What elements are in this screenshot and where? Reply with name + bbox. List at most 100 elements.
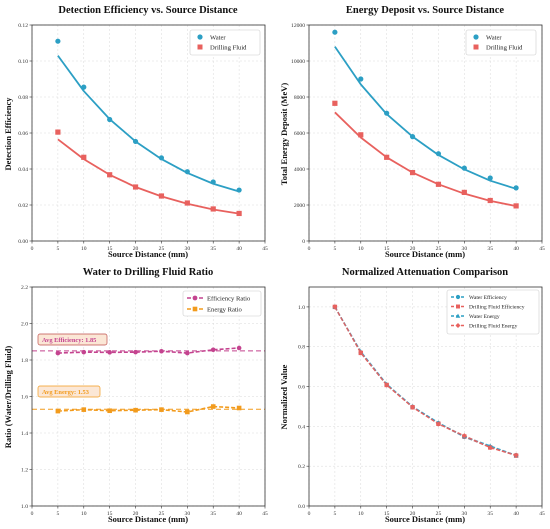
- x-tick-label: 20: [133, 246, 139, 252]
- x-tick-label: 5: [56, 511, 59, 517]
- legend-label-drilling-fluid-efficiency: Drilling Fluid Efficiency: [469, 304, 525, 311]
- legend-marker-water: [197, 34, 203, 40]
- point-drilling-fluid-energy: [487, 444, 493, 451]
- legend: Efficiency Ratio Energy Ratio: [182, 290, 262, 317]
- point-efficiency-ratio: [55, 350, 61, 356]
- x-tick-label: 5: [56, 246, 59, 252]
- x-tick-label: 45: [262, 246, 268, 252]
- y-tick-label: 0.6: [298, 385, 305, 391]
- legend-marker-drilling-fluid: [197, 44, 203, 50]
- point-drilling-fluid-energy: [332, 304, 338, 310]
- point-water: [158, 155, 165, 161]
- x-tick-label: 45: [539, 246, 545, 252]
- legend-box: [446, 289, 540, 335]
- point-drilling-fluid-energy: [436, 421, 441, 427]
- panel-normalized-attenuation: Normalized Attenuation Comparison Source…: [279, 267, 545, 524]
- point-efficiency-ratio: [159, 348, 164, 354]
- chart-title: Normalized Attenuation Comparison: [342, 267, 508, 278]
- x-tick-label: 35: [487, 511, 493, 517]
- point-drilling-fluid: [461, 189, 467, 195]
- y-axis-label: Normalized Value: [279, 364, 289, 429]
- y-tick-label: 10000: [291, 59, 305, 65]
- x-axis-label: Source Distance (mm): [385, 514, 465, 524]
- legend-marker-drilling-fluid-energy: [455, 323, 461, 328]
- point-efficiency-ratio: [185, 350, 190, 356]
- x-tick-label: 40: [513, 246, 519, 252]
- y-tick-label: 1.0: [298, 305, 305, 311]
- x-tick-label: 5: [333, 246, 336, 252]
- point-water: [107, 116, 113, 123]
- point-drilling-fluid: [435, 181, 442, 187]
- x-tick-label: 25: [159, 511, 165, 517]
- x-tick-label: 30: [462, 246, 468, 252]
- fit-curve-water: [57, 55, 240, 193]
- point-drilling-fluid: [384, 154, 390, 160]
- point-energy-ratio: [107, 408, 112, 414]
- point-water: [513, 185, 519, 191]
- x-tick-label: 10: [81, 511, 87, 517]
- point-energy-ratio: [236, 405, 242, 411]
- series-line-efficiency-ratio: [57, 347, 240, 354]
- point-drilling-fluid: [487, 197, 493, 204]
- y-tick-label: 0.04: [18, 167, 28, 173]
- point-efficiency-ratio: [107, 350, 112, 355]
- point-water: [435, 151, 442, 157]
- annotation-box-avg-efficiency: [37, 333, 108, 346]
- y-tick-label: 0.8: [298, 345, 305, 351]
- grid: [31, 24, 266, 242]
- x-tick-label: 0: [308, 246, 311, 252]
- x-tick-label: 25: [159, 246, 165, 252]
- y-tick-label: 1.0: [21, 504, 28, 510]
- x-tick-label: 35: [210, 246, 216, 252]
- plot-frame: [308, 24, 543, 242]
- point-energy-ratio: [55, 408, 61, 414]
- point-energy-ratio: [133, 407, 138, 413]
- y-tick-label: 0: [302, 239, 305, 245]
- y-tick-label: 0.10: [18, 59, 28, 65]
- point-drilling-fluid: [184, 200, 190, 206]
- y-tick-label: 2.0: [21, 322, 28, 328]
- plot-frame: [31, 286, 266, 507]
- plot-marks: [332, 29, 519, 209]
- point-drilling-fluid: [132, 184, 139, 190]
- point-drilling-fluid-energy: [358, 349, 364, 356]
- point-water: [55, 38, 61, 44]
- point-energy-ratio: [185, 409, 190, 415]
- legend-box: [189, 29, 261, 56]
- y-tick-label: 0.02: [18, 203, 28, 209]
- point-drilling-fluid: [409, 170, 416, 176]
- x-tick-label: 25: [436, 246, 442, 252]
- x-tick-label: 40: [513, 511, 519, 517]
- x-tick-label: 25: [436, 511, 442, 517]
- y-tick-label: 2000: [294, 203, 305, 209]
- x-tick-label: 45: [262, 511, 268, 517]
- y-tick-label: 0.00: [18, 239, 28, 245]
- point-energy-ratio: [210, 404, 216, 409]
- point-efficiency-ratio: [236, 345, 242, 351]
- tick-labels: 0 5 10 15 20 25 30 35 40 45 0 2000 4000 6000 8000 10000…: [291, 23, 545, 252]
- tick-labels: 0 5 10 15 20 25 30 35 40 45 0.00 0.02 0.04 0.06 0.08 0.…: [18, 23, 268, 252]
- panel-energy-deposit: Energy Deposit vs. Source Distance Sourc…: [279, 5, 545, 259]
- x-tick-label: 15: [107, 511, 113, 517]
- x-tick-label: 15: [384, 246, 390, 252]
- y-tick-label: 0.08: [18, 95, 28, 101]
- legend-label-energy-ratio: Energy Ratio: [207, 307, 243, 314]
- x-axis-label: Source Distance (mm): [108, 514, 188, 524]
- x-tick-label: 30: [185, 511, 191, 517]
- x-tick-label: 20: [133, 511, 139, 517]
- x-axis-label: Source Distance (mm): [385, 249, 465, 259]
- series-line-water-energy: [334, 306, 517, 457]
- x-tick-label: 0: [31, 246, 34, 252]
- point-water: [210, 179, 216, 185]
- x-tick-label: 35: [487, 246, 493, 252]
- point-drilling-fluid: [236, 210, 242, 217]
- chart-title: Water to Drilling Fluid Ratio: [83, 267, 213, 278]
- x-tick-label: 45: [539, 511, 545, 517]
- x-tick-label: 5: [333, 511, 336, 517]
- point-drilling-fluid-energy: [384, 382, 390, 388]
- x-tick-label: 0: [31, 511, 34, 517]
- y-tick-label: 8000: [294, 95, 305, 101]
- legend-label-water-efficiency: Water Efficiency: [469, 294, 507, 301]
- y-tick-label: 12000: [291, 23, 305, 29]
- x-tick-label: 30: [462, 511, 468, 517]
